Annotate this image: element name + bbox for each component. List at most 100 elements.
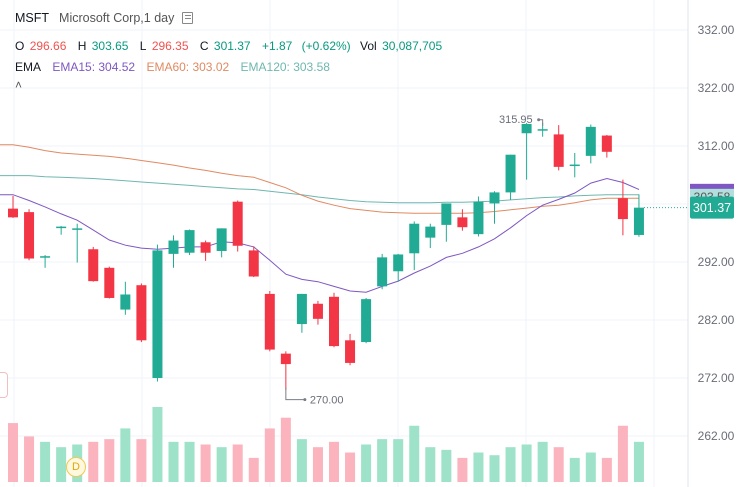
- candle-body: [312, 303, 323, 319]
- candle-body: [585, 126, 596, 156]
- ema120-line: [0, 175, 640, 204]
- ema15-line: [0, 177, 640, 293]
- high-label: H: [77, 39, 87, 53]
- volume-bar: [8, 423, 18, 482]
- candle-body: [601, 135, 612, 152]
- low-pointer: [285, 387, 305, 401]
- open-label: O: [15, 39, 25, 53]
- low-value: 296.35: [151, 39, 189, 53]
- volume-bar: [617, 425, 628, 482]
- left-panel-tab[interactable]: [0, 372, 8, 398]
- grid-lines: [0, 0, 689, 487]
- volume-label: Vol: [360, 39, 377, 53]
- candle-body: [329, 296, 339, 347]
- volume-bar: [633, 441, 644, 482]
- candle-body: [248, 250, 259, 277]
- menu-icon[interactable]: [182, 12, 194, 24]
- candle-body: [521, 123, 532, 134]
- volume-bar: [296, 439, 307, 482]
- symbol-header: MSFT Microsoft Corp,1 day: [15, 11, 195, 25]
- candle-body: [393, 254, 404, 272]
- candle-body: [184, 230, 195, 253]
- collapse-legend-icon[interactable]: ˄: [15, 78, 23, 92]
- candle-body: [200, 242, 211, 253]
- close-label: C: [199, 39, 209, 53]
- volume-bar: [329, 441, 339, 482]
- candle-body: [377, 257, 388, 287]
- candle-body: [8, 208, 18, 218]
- volume-bar: [152, 407, 163, 482]
- volume-bar: [489, 455, 500, 482]
- ema-legend[interactable]: EMA EMA15: 304.52 EMA60: 303.02 EMA120: …: [15, 60, 332, 74]
- ema15-value: EMA15: 304.52: [52, 60, 136, 74]
- price-axis-tag: [690, 196, 734, 219]
- volume-bar: [24, 436, 35, 482]
- candle-body: [56, 226, 67, 229]
- volume-bar: [248, 457, 259, 482]
- volume-bar: [553, 447, 564, 482]
- close-value: 301.37: [213, 39, 251, 53]
- y-tick-label: 332.00: [698, 23, 735, 37]
- volume-bar: [361, 444, 372, 482]
- candle-body: [457, 217, 468, 228]
- volume-bar: [184, 441, 195, 482]
- candle-body: [409, 223, 420, 254]
- symbol-name[interactable]: MSFT: [15, 11, 50, 25]
- volume-bar: [425, 447, 436, 482]
- candle-body: [537, 129, 548, 131]
- high-dot: [537, 118, 541, 122]
- last-price-label: 301.37: [693, 201, 731, 215]
- volume-bar: [56, 447, 67, 482]
- volume-bar: [88, 441, 99, 482]
- candle-body: [345, 340, 356, 363]
- volume-bar: [200, 444, 211, 482]
- volume-bar: [280, 417, 291, 482]
- price-axis[interactable]: 332.00322.00312.00302.00292.00282.00272.…: [690, 23, 735, 443]
- candle-body: [553, 134, 564, 167]
- volume-bar: [168, 441, 179, 482]
- high-annotation: 315.95: [499, 114, 533, 126]
- candle-body: [505, 154, 516, 193]
- volume-bar: [40, 441, 51, 482]
- candle-body: [168, 240, 179, 254]
- volume-bar: [393, 439, 404, 482]
- ema-lines: [0, 144, 640, 293]
- y-tick-label: 292.00: [698, 255, 735, 269]
- candle-body: [633, 207, 644, 235]
- volume-bar: [120, 428, 131, 482]
- volume-bar: [569, 457, 580, 482]
- ema60-value: EMA60: 303.02: [146, 60, 230, 74]
- volume-bar: [232, 444, 243, 482]
- volume-bar: [601, 457, 612, 482]
- low-label: L: [139, 39, 147, 53]
- candle-body: [104, 267, 115, 298]
- candle-body: [24, 212, 35, 259]
- candle-body: [296, 293, 307, 325]
- ema120-value: EMA120: 303.58: [240, 60, 330, 74]
- low-dot: [303, 398, 307, 402]
- y-tick-label: 262.00: [698, 429, 735, 443]
- volume-bars: [8, 407, 644, 482]
- volume-bar: [537, 441, 548, 482]
- y-tick-label: 312.00: [698, 139, 735, 153]
- dividend-badge[interactable]: D: [66, 457, 86, 477]
- y-tick-label: 282.00: [698, 313, 735, 327]
- candle-body: [473, 201, 484, 235]
- candle-body: [280, 353, 291, 365]
- candle-body: [120, 294, 131, 310]
- ema-indicator-label[interactable]: EMA: [15, 60, 42, 74]
- volume-bar: [441, 449, 452, 482]
- change-percent: (+0.62%): [301, 39, 351, 53]
- volume-bar: [585, 452, 596, 482]
- y-tick-label: 322.00: [698, 81, 735, 95]
- high-value: 303.65: [91, 39, 129, 53]
- candle-body: [441, 203, 452, 225]
- low-annotation: 270.00: [310, 395, 344, 407]
- volume-bar: [377, 439, 388, 482]
- volume-bar: [264, 428, 275, 482]
- volume-bar: [473, 452, 484, 482]
- ema60-line: [0, 144, 639, 214]
- candle-body: [88, 249, 99, 282]
- volume-bar: [345, 452, 356, 482]
